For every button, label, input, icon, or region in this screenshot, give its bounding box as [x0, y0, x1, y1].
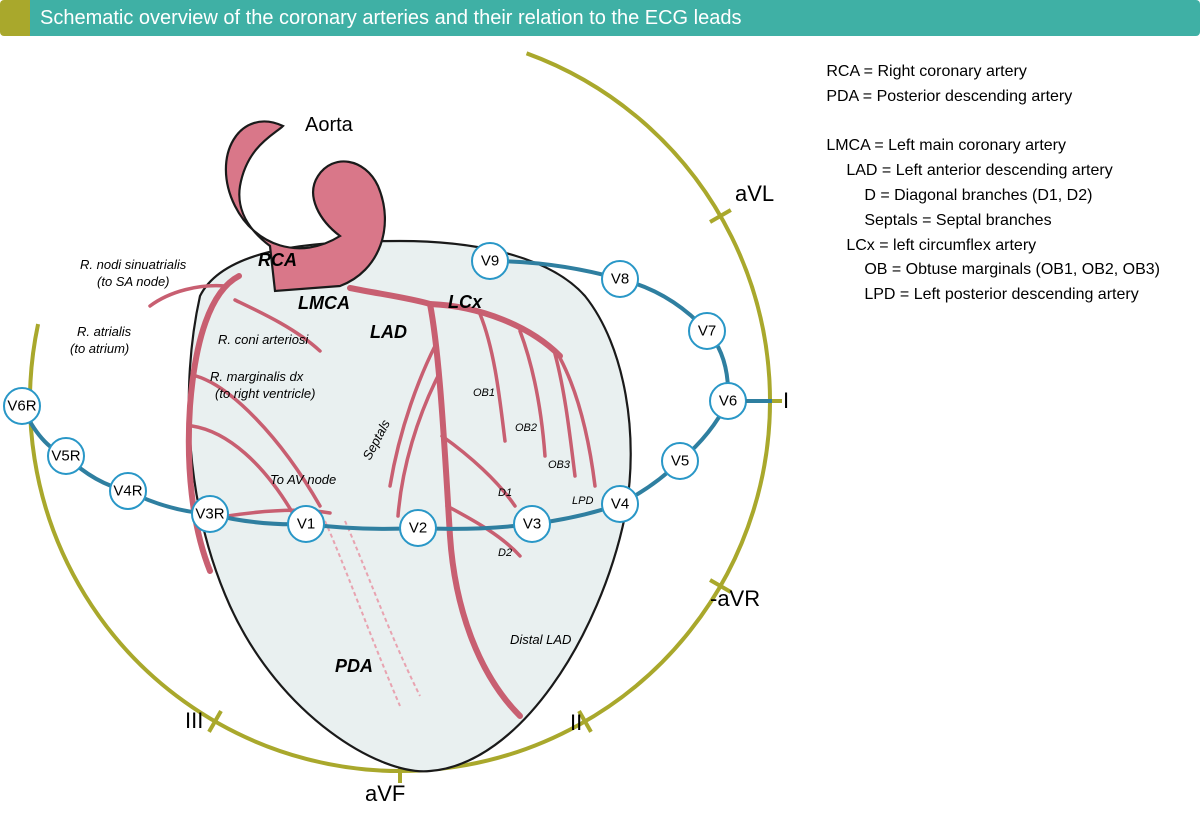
- limb-tick: [209, 711, 221, 732]
- lead-label-V8: V8: [611, 271, 629, 288]
- legend-box: RCA = Right coronary arteryPDA = Posteri…: [826, 60, 1160, 308]
- lead-label-V6R: V6R: [7, 398, 36, 415]
- header-title: Schematic overview of the coronary arter…: [30, 0, 1200, 36]
- label-distal-lad: Distal LAD: [510, 632, 571, 647]
- legend-row: LCx = left circumflex artery: [826, 234, 1160, 259]
- header-bar: Schematic overview of the coronary arter…: [0, 0, 1200, 36]
- label--to-sa-node-: (to SA node): [97, 274, 170, 289]
- label-ob2: OB2: [515, 422, 537, 434]
- limb-tick: [710, 210, 731, 222]
- legend-row: LAD = Left anterior descending artery: [826, 159, 1160, 184]
- heart-outline: [189, 241, 631, 771]
- lead-label-V2: V2: [409, 520, 427, 537]
- lead-label-V4R: V4R: [113, 483, 142, 500]
- label-lpd: LPD: [572, 495, 593, 507]
- label-lcx: LCx: [448, 292, 483, 312]
- label-d2: D2: [498, 547, 512, 559]
- limb-label-II: II: [570, 710, 582, 735]
- lead-label-V3R: V3R: [195, 506, 224, 523]
- legend-row: LMCA = Left main coronary artery: [826, 134, 1160, 159]
- legend-row: PDA = Posterior descending artery: [826, 85, 1160, 110]
- limb-label-aVL: aVL: [735, 181, 774, 206]
- lead-label-V5R: V5R: [51, 448, 80, 465]
- label-r-nodi-sinuatrialis: R. nodi sinuatrialis: [80, 257, 187, 272]
- label-pda: PDA: [335, 656, 373, 676]
- header-accent: [0, 0, 30, 36]
- label--to-atrium-: (to atrium): [70, 341, 129, 356]
- limb-label-III: III: [185, 708, 203, 733]
- legend-row: LPD = Left posterior descending artery: [826, 283, 1160, 308]
- lead-label-V9: V9: [481, 253, 499, 270]
- label-r-coni-arteriosi: R. coni arteriosi: [218, 332, 309, 347]
- label-ob3: OB3: [548, 459, 571, 471]
- label-r-atrialis: R. atrialis: [77, 324, 132, 339]
- label-aorta: Aorta: [305, 114, 354, 136]
- legend-row: D = Diagonal branches (D1, D2): [826, 184, 1160, 209]
- label--to-right-ventricle-: (to right ventricle): [215, 386, 315, 401]
- legend-row: Septals = Septal branches: [826, 209, 1160, 234]
- lead-label-V5: V5: [671, 453, 689, 470]
- lead-label-V6: V6: [719, 393, 737, 410]
- label-ob1: OB1: [473, 387, 495, 399]
- lead-label-V1: V1: [297, 516, 315, 533]
- limb-label-I: I: [783, 388, 789, 413]
- label-rca: RCA: [258, 250, 297, 270]
- limb-label--aVR: -aVR: [710, 586, 760, 611]
- lead-label-V3: V3: [523, 516, 541, 533]
- lead-label-V4: V4: [611, 496, 629, 513]
- limb-label-aVF: aVF: [365, 781, 405, 806]
- legend-row: OB = Obtuse marginals (OB1, OB2, OB3): [826, 258, 1160, 283]
- label-r-marginalis-dx: R. marginalis dx: [210, 369, 304, 384]
- label-to-av-node: To AV node: [270, 472, 336, 487]
- lead-label-V7: V7: [698, 323, 716, 340]
- label-d1: D1: [498, 487, 512, 499]
- legend-row: RCA = Right coronary artery: [826, 60, 1160, 85]
- legend-row: [826, 110, 1160, 135]
- label-lmca: LMCA: [298, 293, 350, 313]
- label-lad: LAD: [370, 322, 407, 342]
